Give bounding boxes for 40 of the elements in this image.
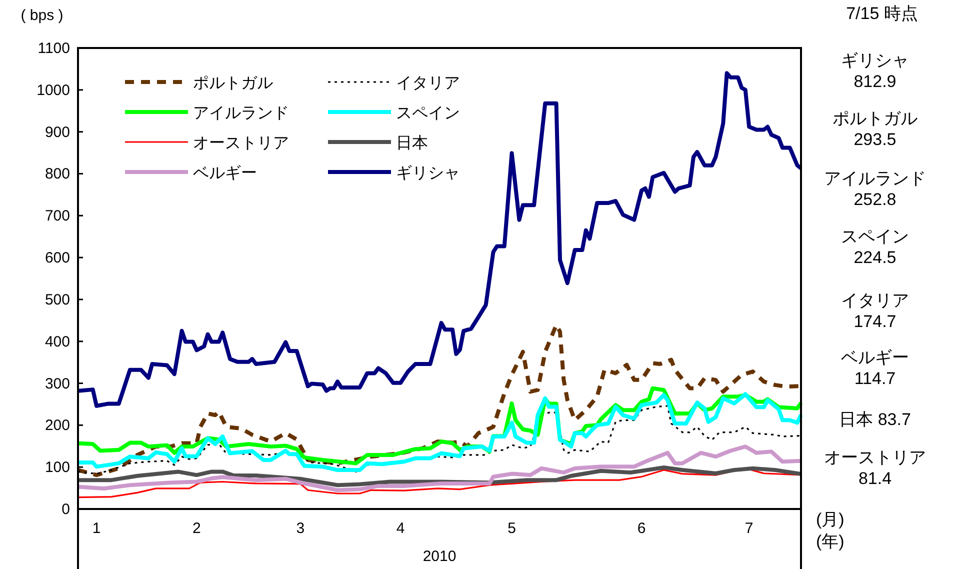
text: (月) (816, 510, 844, 529)
legend-label: スペイン (396, 105, 460, 122)
text: (年) (816, 532, 844, 551)
y-tick-label: 1100 (38, 40, 70, 57)
y-tick-label: 1000 (36, 82, 70, 99)
y-tick-label: 700 (44, 208, 70, 225)
y-tick-label: 200 (44, 417, 70, 434)
text: ベルギー 114.7 (841, 348, 909, 388)
x-tick-label: 7 (744, 520, 754, 537)
y-tick-label: 900 (44, 124, 70, 141)
legend-label: ベルギー (193, 164, 257, 182)
legend-label: ポルトガル (193, 75, 273, 92)
legend-label: 日本 (396, 134, 428, 152)
y-tick-label: 300 (44, 375, 70, 392)
text: アイルランド 252.8 (824, 169, 926, 209)
y-axis-title: ( bps ) (20, 7, 64, 24)
x-tick-label: 6 (637, 520, 646, 537)
y-tick-label: 0 (62, 501, 70, 518)
text: イタリア 174.7 (841, 291, 909, 331)
text: ポルトガル 293.5 (832, 109, 918, 149)
text: ギリシャ 812.9 (841, 51, 909, 91)
y-tick-label: 400 (44, 333, 70, 350)
text: スペイン 224.5 (841, 227, 909, 267)
legend-label: ギリシャ (396, 164, 460, 182)
x-tick-label: 2 (192, 520, 201, 537)
x-tick-label: 5 (508, 520, 516, 537)
y-tick-label: 500 (44, 291, 70, 308)
text: 7/15 時点 (846, 4, 918, 23)
legend-label: オーストリア (193, 135, 289, 152)
x-tick-label: 3 (296, 520, 305, 537)
legend-label: イタリア (396, 75, 460, 92)
legend-label: アイルランド (193, 105, 289, 122)
x-tick-label: 4 (396, 520, 405, 537)
text: オーストリア 81.4 (824, 448, 926, 488)
y-tick-label: 800 (44, 166, 70, 183)
y-tick-label: 600 (44, 250, 70, 267)
x-tick-label: 1 (92, 520, 101, 537)
text: 日本 83.7 (839, 410, 911, 429)
x-axis-title: 2010 (422, 548, 456, 565)
y-tick-label: 100 (44, 459, 70, 476)
